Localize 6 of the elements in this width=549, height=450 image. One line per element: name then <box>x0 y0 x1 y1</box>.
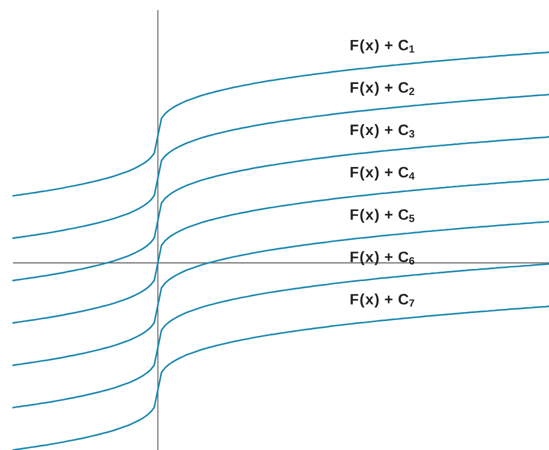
series-label: F(x) + C$_{5}$ <box>350 208 414 223</box>
series-label: F(x) + C$_{2}$ <box>350 82 414 96</box>
series-label: F(x) + C$_{1}$ <box>350 39 414 54</box>
series-label: F(x) + C$_{4}$ <box>350 166 415 180</box>
series-label: F(x) + C$_{3}$ <box>350 124 414 138</box>
series-label: F(x) + C$_{7}$ <box>350 294 414 308</box>
